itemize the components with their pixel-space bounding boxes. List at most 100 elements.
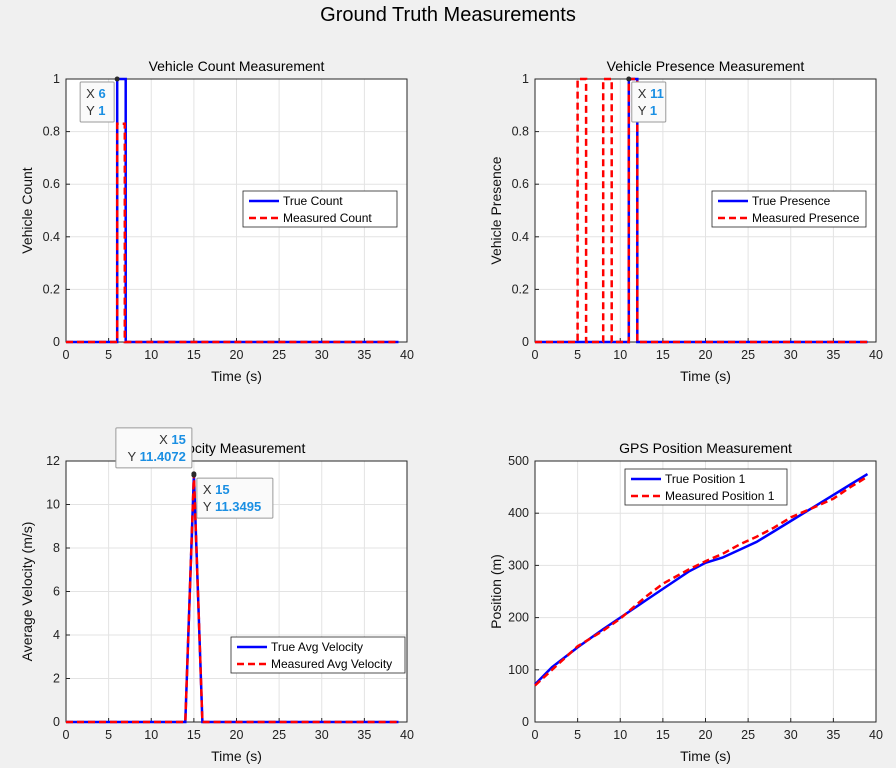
x-tick-label: 5 bbox=[105, 348, 112, 362]
y-tick-label: 0.2 bbox=[512, 282, 529, 296]
data-tip-y-value: 1 bbox=[650, 103, 657, 118]
x-tick-label: 15 bbox=[187, 728, 201, 742]
y-tick-label: 200 bbox=[508, 611, 529, 625]
data-tip[interactable]: X 6 Y 1 bbox=[79, 76, 120, 123]
legend-entry: True Presence bbox=[752, 194, 831, 208]
y-tick-label: 0 bbox=[522, 335, 529, 349]
x-tick-label: 10 bbox=[144, 348, 158, 362]
x-tick-label: 25 bbox=[272, 728, 286, 742]
y-tick-label: 1 bbox=[53, 72, 60, 86]
x-tick-label: 15 bbox=[656, 728, 670, 742]
y-axis-label: Position (m) bbox=[488, 554, 504, 629]
x-tick-label: 5 bbox=[574, 348, 581, 362]
legend-entry: Measured Presence bbox=[752, 211, 860, 225]
data-tip-x-row: X 11 bbox=[638, 86, 664, 101]
y-tick-label: 0.8 bbox=[43, 125, 60, 139]
x-tick-label: 0 bbox=[63, 728, 70, 742]
y-axis-label: Vehicle Presence bbox=[488, 156, 504, 264]
legend: True Count Measured Count bbox=[242, 190, 398, 228]
y-tick-label: 4 bbox=[53, 628, 60, 642]
x-tick-label: 30 bbox=[784, 728, 798, 742]
y-tick-label: 500 bbox=[508, 454, 529, 468]
data-tip-y-row: Y 11.3495 bbox=[203, 499, 261, 514]
data-tip[interactable]: X 11 Y 1 bbox=[626, 76, 667, 123]
legend-entry: Measured Avg Velocity bbox=[271, 657, 392, 671]
series-line-2 bbox=[534, 475, 869, 687]
x-tick-label: 15 bbox=[656, 348, 670, 362]
data-tip-y-value: 1 bbox=[98, 103, 105, 118]
data-tip-x-value: 11 bbox=[650, 86, 664, 101]
figure-title: Ground Truth Measurements bbox=[320, 4, 576, 26]
y-tick-label: 0 bbox=[53, 715, 60, 729]
y-tick-label: 400 bbox=[508, 506, 529, 520]
legend-box bbox=[624, 468, 788, 506]
x-tick-label: 15 bbox=[187, 348, 201, 362]
legend: True Presence Measured Presence bbox=[711, 190, 867, 228]
subplot-title: Vehicle Count Measurement bbox=[149, 58, 325, 74]
x-tick-label: 5 bbox=[574, 728, 581, 742]
legend: True Position 1 Measured Position 1 bbox=[624, 468, 788, 506]
legend-entry: True Avg Velocity bbox=[271, 640, 363, 654]
x-axis-label: Time (s) bbox=[680, 748, 731, 764]
series-line-2 bbox=[535, 77, 868, 344]
x-tick-label: 35 bbox=[826, 348, 840, 362]
x-tick-label: 35 bbox=[826, 728, 840, 742]
subplot-title: Velocity Measurement bbox=[168, 440, 306, 456]
subplot-3: 0 5 10 15 20 25 30 35 40 0 2 4 6 8 10 12 Velocity Measur… bbox=[19, 427, 414, 764]
x-tick-label: 20 bbox=[699, 348, 713, 362]
y-tick-label: 12 bbox=[46, 454, 60, 468]
x-tick-label: 40 bbox=[869, 728, 883, 742]
data-tip-x-row: X 6 bbox=[86, 86, 106, 101]
x-tick-label: 30 bbox=[315, 728, 329, 742]
x-tick-label: 40 bbox=[400, 728, 414, 742]
legend-entry: Measured Position 1 bbox=[665, 489, 775, 503]
legend: True Avg Velocity Measured Avg Velocity bbox=[230, 636, 406, 674]
y-tick-label: 0.4 bbox=[43, 230, 60, 244]
x-tick-label: 25 bbox=[741, 728, 755, 742]
x-tick-label: 30 bbox=[784, 348, 798, 362]
data-tip-y-row: Y 1 bbox=[86, 103, 105, 118]
x-tick-label: 35 bbox=[357, 348, 371, 362]
x-tick-label: 0 bbox=[63, 348, 70, 362]
data-tip-x-row: X 15 bbox=[159, 432, 186, 447]
legend-box bbox=[230, 636, 406, 674]
legend-entry: True Count bbox=[283, 194, 343, 208]
x-axis-label: Time (s) bbox=[211, 368, 262, 384]
x-tick-label: 0 bbox=[532, 728, 539, 742]
y-tick-label: 0 bbox=[53, 335, 60, 349]
legend-box bbox=[711, 190, 867, 228]
y-tick-label: 0 bbox=[522, 715, 529, 729]
y-tick-label: 0.4 bbox=[512, 230, 529, 244]
legend-box bbox=[242, 190, 398, 228]
data-tip-x-value: 15 bbox=[215, 482, 229, 497]
x-tick-label: 25 bbox=[741, 348, 755, 362]
data-tip-box bbox=[631, 81, 667, 123]
x-tick-label: 20 bbox=[699, 728, 713, 742]
data-tip-box bbox=[196, 477, 274, 519]
y-tick-label: 10 bbox=[46, 498, 60, 512]
x-tick-label: 20 bbox=[230, 728, 244, 742]
x-tick-label: 30 bbox=[315, 348, 329, 362]
data-tip-marker bbox=[626, 76, 632, 82]
y-tick-label: 100 bbox=[508, 663, 529, 677]
x-axis-label: Time (s) bbox=[211, 748, 262, 764]
series-line-2 bbox=[66, 122, 399, 344]
subplot-title: Vehicle Presence Measurement bbox=[607, 58, 805, 74]
y-axis-label: Vehicle Count bbox=[19, 167, 35, 254]
x-tick-label: 5 bbox=[105, 728, 112, 742]
y-tick-label: 0.6 bbox=[43, 177, 60, 191]
data-tip-x-value: 6 bbox=[98, 86, 105, 101]
x-tick-label: 40 bbox=[400, 348, 414, 362]
data-tip-x-row: X 15 bbox=[203, 482, 230, 497]
y-tick-label: 300 bbox=[508, 558, 529, 572]
x-axis-label: Time (s) bbox=[680, 368, 731, 384]
x-tick-label: 40 bbox=[869, 348, 883, 362]
data-tip-y-row: Y 11.4072 bbox=[128, 449, 186, 464]
data-tip[interactable]: X 15 Y 11.3495 bbox=[191, 472, 274, 519]
x-tick-label: 10 bbox=[144, 728, 158, 742]
y-tick-label: 8 bbox=[53, 541, 60, 555]
y-tick-label: 0.2 bbox=[43, 282, 60, 296]
y-tick-label: 0.6 bbox=[512, 177, 529, 191]
